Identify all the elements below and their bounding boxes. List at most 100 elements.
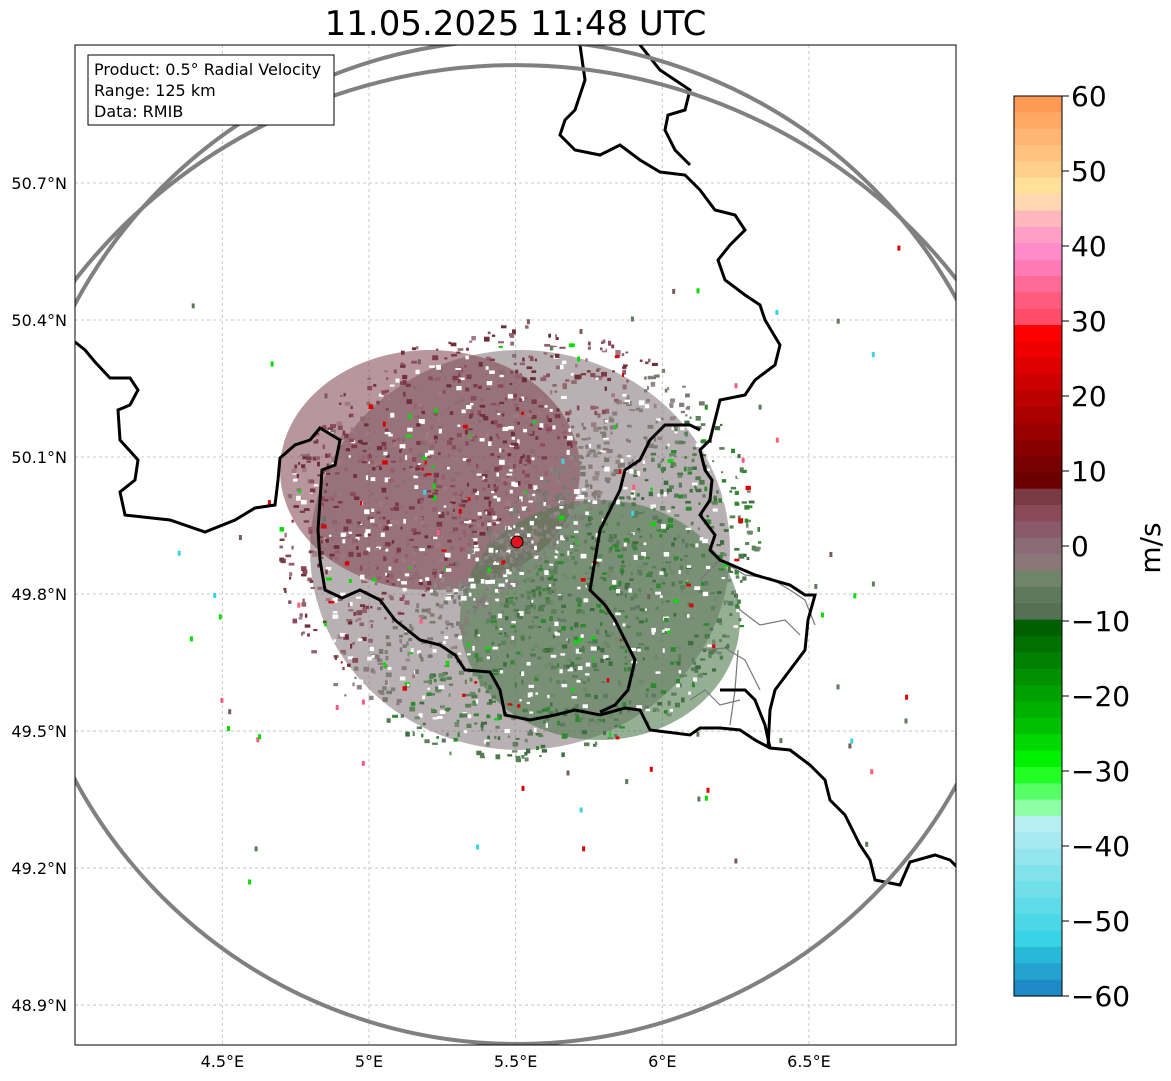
echo-speckle <box>570 626 573 631</box>
echo-speckle <box>721 469 724 474</box>
echo-speckle <box>481 597 486 602</box>
echo-speckle <box>561 752 565 758</box>
echo-speckle <box>556 540 559 544</box>
echo-speckle <box>452 491 458 496</box>
echo-speckle <box>350 405 353 409</box>
echo-speckle <box>537 656 542 660</box>
echo-speckle <box>691 657 695 661</box>
echo-speckle <box>498 714 502 719</box>
range-ring <box>75 63 956 780</box>
echo-speckle <box>508 527 512 530</box>
echo-speckle <box>596 377 603 381</box>
echo-speckle <box>579 648 585 653</box>
echo-speckle <box>369 646 374 651</box>
echo-speckle <box>695 476 701 481</box>
echo-speckle <box>311 650 317 654</box>
echo-speckle <box>441 474 445 480</box>
echo-speckle <box>629 578 634 581</box>
echo-speckle <box>670 462 676 467</box>
echo-speckle <box>329 534 332 537</box>
echo-speckle <box>720 423 723 427</box>
echo-speckle <box>552 531 557 535</box>
echo-speckle <box>729 515 736 519</box>
echo-speckle <box>518 565 524 569</box>
echo-speckle <box>634 510 639 516</box>
echo-speckle <box>656 418 661 421</box>
echo-speckle <box>635 605 640 609</box>
echo-speckle <box>466 374 472 380</box>
echo-speckle <box>499 345 503 348</box>
echo-speckle <box>492 700 496 703</box>
echo-speckle <box>674 452 677 458</box>
colorbar-tick-label: −40 <box>1071 830 1130 863</box>
echo-speckle <box>424 588 428 592</box>
echo-speckle <box>350 643 353 649</box>
echo-speckle <box>639 535 643 538</box>
echo-speckle <box>438 418 441 423</box>
echo-speckle <box>534 676 539 681</box>
echo-speckle <box>416 726 422 730</box>
echo-speckle <box>575 536 578 541</box>
echo-speckle <box>617 554 624 559</box>
colorbar-segment <box>1014 521 1062 539</box>
echo-speckle <box>430 444 435 448</box>
echo-speckle <box>582 704 588 709</box>
echo-speckle <box>723 563 729 567</box>
echo-speckle <box>401 350 405 355</box>
echo-speckle <box>349 602 353 607</box>
echo-speckle <box>622 373 624 377</box>
colorbar-tick-label: −20 <box>1071 680 1130 713</box>
echo-speckle <box>663 492 667 497</box>
echo-speckle <box>431 465 435 469</box>
echo-speckle <box>525 605 531 611</box>
echo-speckle <box>376 655 380 659</box>
echo-speckle <box>619 683 624 687</box>
echo-speckle <box>646 688 649 692</box>
echo-speckle <box>498 556 504 560</box>
echo-outlier <box>632 484 636 490</box>
echo-speckle <box>537 411 541 414</box>
echo-speckle <box>628 588 632 593</box>
echo-speckle <box>683 466 687 472</box>
echo-speckle <box>603 731 606 736</box>
echo-speckle <box>444 665 450 667</box>
echo-speckle <box>431 377 435 381</box>
echo-speckle <box>684 431 688 437</box>
echo-speckle <box>396 702 400 706</box>
echo-speckle <box>355 537 360 541</box>
echo-speckle <box>554 621 559 627</box>
echo-speckle <box>504 634 509 638</box>
echo-speckle <box>514 629 518 633</box>
echo-speckle <box>622 366 627 369</box>
echo-speckle <box>464 424 468 429</box>
echo-speckle <box>296 488 302 492</box>
echo-speckle <box>488 441 492 446</box>
echo-speckle <box>609 587 612 591</box>
echo-speckle <box>549 569 555 574</box>
echo-outlier <box>836 684 840 690</box>
echo-speckle <box>368 638 373 643</box>
echo-outlier <box>734 858 738 864</box>
echo-speckle <box>489 569 494 572</box>
echo-speckle <box>704 519 710 525</box>
echo-speckle <box>605 408 610 414</box>
echo-speckle <box>717 591 722 594</box>
echo-speckle <box>554 553 558 556</box>
echo-speckle <box>585 673 590 676</box>
echo-speckle <box>526 590 533 595</box>
echo-speckle <box>421 608 428 613</box>
echo-speckle <box>473 602 479 606</box>
echo-speckle <box>465 441 469 446</box>
echo-speckle <box>485 690 489 694</box>
echo-speckle <box>402 587 407 592</box>
echo-speckle <box>638 529 641 533</box>
echo-speckle <box>322 444 325 450</box>
echo-speckle <box>321 556 324 559</box>
echo-speckle <box>512 546 518 551</box>
echo-speckle <box>655 606 659 611</box>
echo-speckle <box>591 657 594 661</box>
echo-speckle <box>464 521 470 524</box>
echo-speckle <box>372 524 379 527</box>
echo-speckle <box>538 607 544 612</box>
echo-speckle <box>650 683 657 688</box>
